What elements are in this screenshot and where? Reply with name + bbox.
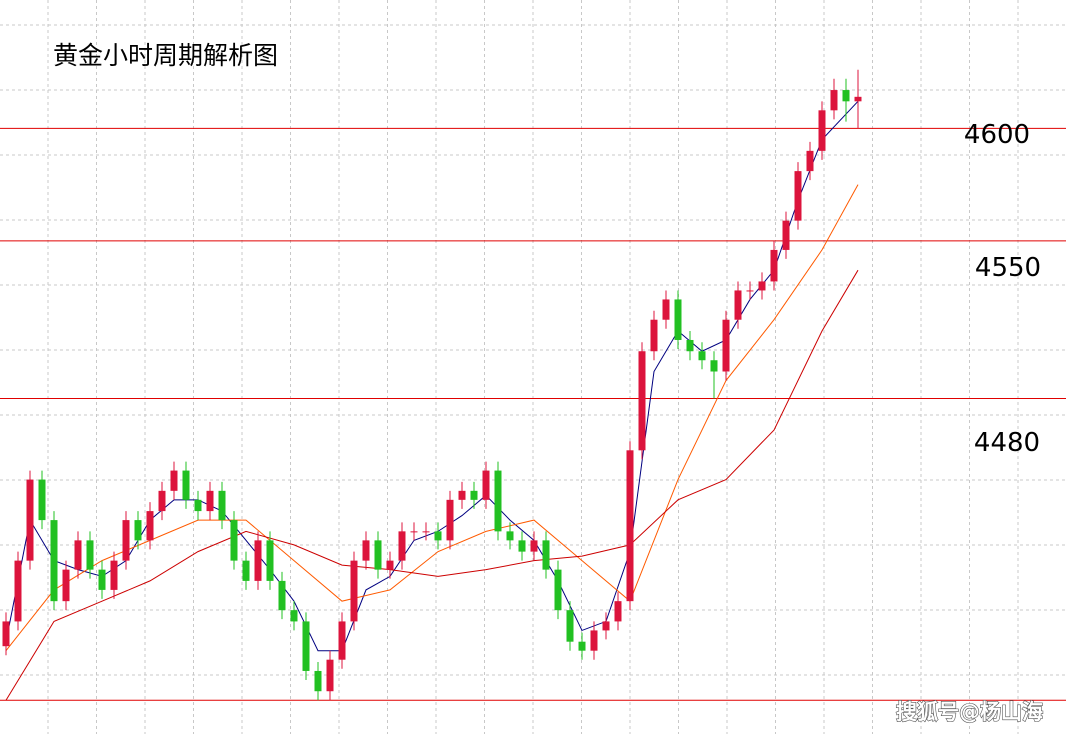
candle-body [686, 339, 694, 352]
candle-body [410, 531, 418, 533]
candle-body [506, 531, 514, 541]
candle-body [422, 531, 430, 533]
candle-body [26, 479, 34, 561]
candle-body [170, 470, 178, 491]
candle-body [758, 281, 766, 291]
candle-body [350, 560, 358, 622]
candle-body [50, 520, 58, 602]
ma-line [5, 269, 859, 701]
candle-body [302, 621, 310, 671]
candle-body [386, 560, 394, 570]
candle-body [602, 621, 610, 631]
candle-body [182, 470, 190, 500]
candle-body [590, 630, 598, 651]
candle-body [278, 580, 286, 611]
candle-body [434, 531, 442, 541]
ma-line [5, 100, 859, 652]
candle-body [254, 540, 262, 581]
candle-body [854, 96, 862, 102]
candle-body [206, 490, 214, 512]
candle-body [86, 540, 94, 570]
candle-body [146, 511, 154, 541]
candle-body [746, 290, 754, 292]
candle-body [482, 470, 490, 500]
candle-body [818, 110, 826, 151]
chart-title: 黄金小时周期解析图 [53, 41, 278, 70]
candle-body [710, 360, 718, 372]
candle-body [698, 351, 706, 361]
candle-body [290, 610, 298, 622]
candle-body [74, 540, 82, 570]
candle-body [2, 621, 10, 647]
candle-body [338, 621, 346, 660]
candle-body [218, 490, 226, 521]
candle-body [638, 351, 646, 451]
candle-body [38, 479, 46, 521]
candle-body [194, 499, 202, 512]
candle-body [770, 249, 778, 282]
candle-body [266, 540, 274, 581]
candle-body [542, 540, 550, 570]
candle-body [374, 540, 382, 570]
candle-body [626, 450, 634, 602]
candle-body [554, 569, 562, 611]
candle-body [158, 490, 166, 512]
candle-body [530, 540, 538, 552]
candle-body [110, 560, 118, 590]
candle-body [494, 470, 502, 532]
candle-body [722, 319, 730, 372]
candle-body [470, 490, 478, 500]
candle-body [326, 659, 334, 692]
candle-body [134, 520, 142, 541]
candle-body [734, 290, 742, 320]
level-label: 4480 [974, 428, 1040, 458]
candle-body [842, 90, 850, 102]
candle-body [662, 299, 670, 320]
candle-body [362, 540, 370, 561]
candle-body [314, 670, 322, 692]
ma-line [5, 184, 859, 652]
watermark: 搜狐号@杨山海 [896, 700, 1043, 724]
candle-body [566, 610, 574, 642]
candle-body [398, 531, 406, 561]
candle-body [14, 560, 22, 622]
candle-body [794, 171, 802, 221]
candle-body [446, 499, 454, 541]
candle-body [98, 569, 106, 590]
candle-body [578, 641, 586, 651]
candle-body [518, 540, 526, 552]
level-label: 4550 [975, 253, 1041, 283]
candle-body [650, 319, 658, 352]
candle-body [122, 520, 130, 561]
candle-body [242, 560, 250, 581]
candle-body [230, 520, 238, 561]
candle-body [674, 299, 682, 340]
candle-body [62, 569, 70, 602]
candle-body [614, 601, 622, 622]
candle-body [806, 150, 814, 172]
level-label: 4600 [964, 120, 1030, 150]
plot [0, 69, 1066, 701]
candle-body [782, 220, 790, 250]
candle-body [830, 90, 838, 111]
candle-body [458, 490, 466, 500]
